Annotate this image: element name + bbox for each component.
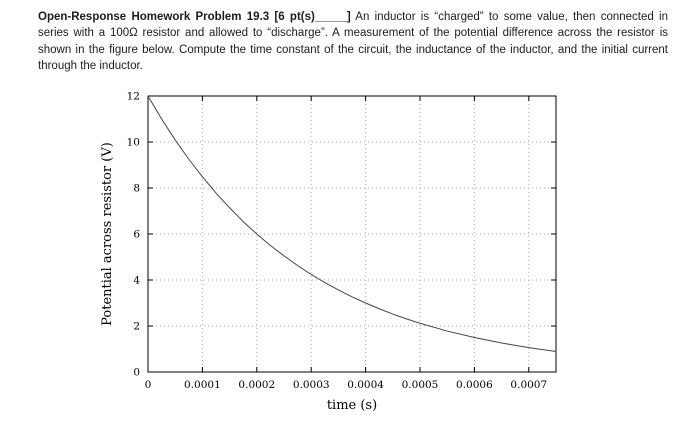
y-tick-label: 4 (133, 275, 140, 287)
x-tick-label: 0.0004 (347, 379, 384, 391)
homework-page: Open-Response Homework Problem 19.3 [6 p… (0, 9, 700, 421)
x-tick-label: 0.0005 (402, 379, 439, 391)
problem-body: An inductor is “charged” to some value, … (38, 11, 668, 72)
figure: 0 0.0001 0.0002 0.0003 0.0004 0.0005 0.0006 0.0… (98, 84, 700, 421)
problem-title: Open-Response Homework Problem 19.3 [6 p… (38, 11, 351, 23)
y-tick-label: 6 (133, 229, 140, 241)
x-tick-label: 0.0007 (510, 379, 547, 391)
decay-curve (147, 95, 557, 353)
potential-vs-time-chart: 0 0.0001 0.0002 0.0003 0.0004 0.0005 0.0006 0.0… (100, 91, 557, 413)
x-axis-label: time (s) (327, 398, 377, 413)
x-tick-label: 0.0003 (293, 379, 330, 391)
x-tick-label: 0 (145, 379, 152, 391)
problem-statement: Open-Response Homework Problem 19.3 [6 p… (38, 9, 668, 74)
y-axis-label: Potential across resistor (V) (100, 142, 115, 326)
y-tick-label: 10 (127, 137, 140, 149)
x-tick-label: 0.0001 (184, 379, 221, 391)
y-tick-label: 12 (127, 91, 140, 103)
x-tick-label: 0.0006 (456, 379, 493, 391)
y-tick-label: 2 (133, 321, 140, 333)
y-tick-label: 8 (133, 183, 140, 195)
x-tick-label: 0.0002 (238, 379, 275, 391)
y-tick-label: 0 (133, 367, 140, 379)
